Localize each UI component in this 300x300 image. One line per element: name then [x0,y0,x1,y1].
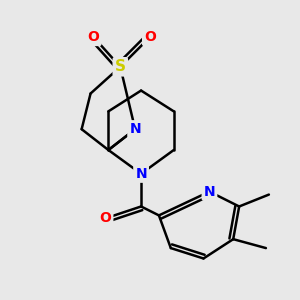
Text: O: O [100,212,111,225]
Text: N: N [204,184,215,199]
Text: O: O [88,30,100,44]
Text: O: O [144,30,156,44]
Text: N: N [129,122,141,136]
Text: N: N [135,167,147,181]
Text: S: S [115,59,126,74]
